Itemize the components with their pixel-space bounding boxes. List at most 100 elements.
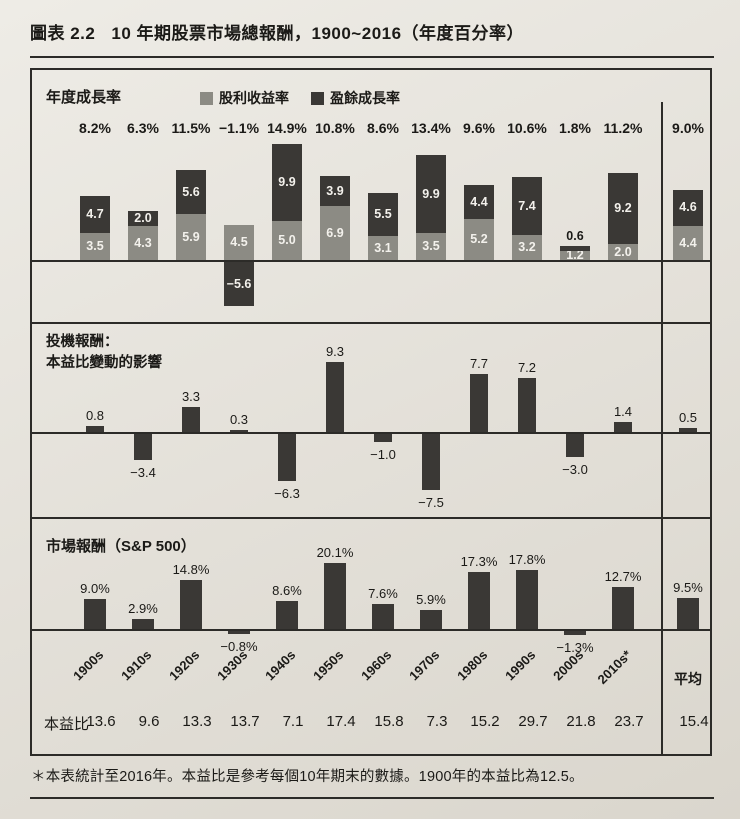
market-bar [612,587,634,629]
total-return-label: 14.9% [267,120,307,136]
market-bar [516,570,538,629]
total-return-label: 10.8% [315,120,355,136]
pe-ratio-value: 13.6 [86,713,116,730]
bar-value-label: 4.7 [86,207,104,222]
market-value-label: 9.0% [80,581,110,597]
bar-segment-dividend: 4.5 [224,224,254,260]
total-return-label: 11.5% [171,120,211,136]
speculative-bar [566,434,584,457]
speculative-value-label: 0.8 [85,408,105,423]
market-value-label: −1.3% [556,640,594,656]
bar-value-label: 7.4 [518,198,536,213]
bar-value-label: 9.9 [278,175,296,190]
bar-value-label: 6.9 [326,225,344,240]
bar-value-label: 9.9 [422,186,440,201]
speculative-value-label: −3.0 [562,461,588,477]
market-bar [180,580,202,629]
bar-value-label: 3.5 [86,239,104,254]
legend-item-earnings-growth: 盈餘成長率 [311,88,400,108]
market-value-label: 8.6% [272,582,302,598]
pe-ratio-value: 7.1 [282,713,304,730]
market-value-label: 17.3% [460,553,498,569]
legend-label-earnings-growth: 盈餘成長率 [330,90,400,106]
bar-segment-dividend: 1.2 [560,249,590,261]
pe-ratio-value: 15.4 [679,713,709,730]
bar-value-label: 4.5 [230,235,248,250]
bar-segment-dividend: 5.0 [272,221,302,260]
legend-swatch-gray [200,91,213,105]
pe-ratio-value: 7.3 [426,713,448,730]
speculative-value-label: 0.5 [678,410,698,426]
panel2-title-line2: 本益比變動的影響 [46,355,162,372]
total-return-label: 8.6% [367,120,399,136]
total-return-label: 13.4% [411,120,451,136]
panel-speculative-return: 投機報酬： 本益比變動的影響 0.8 −3.4 3.3 0.3 −6.3 9.3 −1.0 −… [32,322,710,517]
pe-ratio-value: 13.7 [230,713,260,730]
figure-title: 圖表 2.2 10 年期股票市場總報酬，1900~2016（年度百分率） [30,19,524,44]
speculative-value-label: 7.7 [469,356,489,372]
bar-value-label: 0.6 [566,228,584,243]
bar-segment-earnings: 9.2 [608,172,638,245]
total-return-label: 1.8% [559,120,591,136]
axis-line-panel1 [32,260,710,262]
total-return-label: 8.2% [79,120,111,136]
market-bar [276,600,298,629]
speculative-bar [518,378,536,432]
market-bar [324,562,346,629]
panel1-title: 年度成長率 [46,89,122,106]
bar-value-label: 4.4 [470,195,488,210]
speculative-bar [374,434,392,442]
market-bar [228,631,250,634]
bar-segment-earnings: 2.0 [128,210,158,227]
bar-value-label: 4.6 [679,200,697,215]
title-divider [30,56,714,58]
speculative-value-label: 3.3 [181,389,201,405]
bar-segment-dividend: 3.5 [416,232,446,260]
bar-segment-earnings: −5.6 [224,262,254,306]
total-return-label: −1.1% [218,120,260,136]
market-bar [564,631,586,636]
speculative-value-label: 9.3 [325,344,345,360]
market-value-label: 2.9% [128,601,158,617]
bar-segment-earnings: 4.4 [464,185,494,220]
bar-value-label: 3.1 [374,240,392,255]
pe-ratio-value: 21.8 [566,713,596,730]
total-return-label: 9.6% [463,120,495,136]
legend-label-dividend-yield: 股利收益率 [219,90,289,106]
bar-segment-dividend: 3.2 [512,235,542,260]
speculative-bar [326,362,344,432]
total-return-label: 11.2% [603,120,643,136]
pe-ratio-label: 本益比 [44,716,90,733]
speculative-value-label: −7.5 [418,495,444,511]
bar-segment-dividend: 6.9 [320,206,350,260]
bar-value-label: −5.6 [226,276,252,291]
x-axis-label-average: 平均 [674,671,702,687]
bar-value-label: 2.0 [614,244,632,259]
total-return-label: 10.6% [507,120,547,136]
speculative-bar [470,374,488,432]
speculative-value-label: 7.2 [517,360,537,375]
bar-segment-earnings: 9.9 [272,143,302,221]
bar-segment-earnings: 5.5 [368,192,398,236]
market-bar [677,597,699,629]
pe-ratio-value: 13.3 [182,713,212,730]
pe-ratio-value: 17.4 [326,713,356,730]
speculative-value-label: 1.4 [613,403,633,419]
pe-ratio-value: 23.7 [614,713,644,730]
bar-segment-dividend: 5.2 [464,219,494,260]
market-value-label: 9.5% [673,579,703,595]
bar-value-label: 3.9 [326,183,344,198]
legend-item-dividend-yield: 股利收益率 [200,88,289,108]
speculative-value-label: 0.3 [229,411,249,427]
chart-box: 年度成長率 股利收益率 盈餘成長率 8.2% 6.3% 11.5% −1.1% 14.9… [30,68,712,756]
bar-segment-earnings: 7.4 [512,177,542,236]
market-value-label: 12.7% [604,569,642,585]
bar-value-label: 5.5 [374,207,392,222]
speculative-bar [86,426,104,432]
speculative-bar [230,429,248,432]
panel2-title-line1: 投機報酬： [46,334,119,350]
bar-segment-earnings: 5.6 [176,170,206,214]
panel-divider-1 [32,322,710,324]
panel-divider-2 [32,517,710,519]
bar-value-label: 5.6 [182,184,200,199]
